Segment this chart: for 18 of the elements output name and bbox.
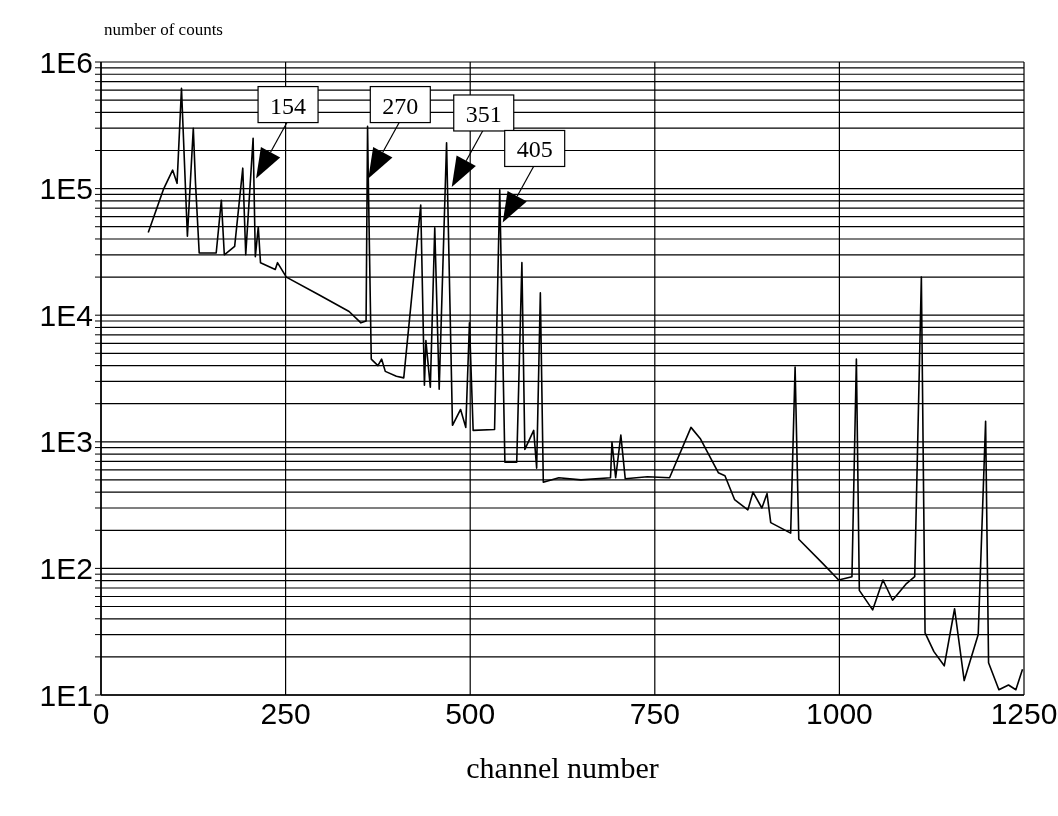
x-tick-label: 750 — [629, 697, 680, 731]
annotation: 154 — [270, 92, 307, 119]
annotation: 351 — [465, 100, 502, 127]
y-tick-label: 1E5 — [39, 172, 93, 206]
annotation: 270 — [382, 92, 419, 119]
y-tick-label: 1E2 — [39, 552, 93, 586]
y-tick-label: 1E4 — [39, 298, 93, 332]
annotation: 405 — [516, 136, 553, 163]
x-tick-label: 250 — [260, 697, 311, 731]
y-tick-label: 1E6 — [39, 45, 93, 79]
x-tick-label: 1250 — [990, 697, 1058, 731]
y-tick-label: 1E3 — [39, 425, 93, 459]
x-axis-title: channel number — [466, 751, 659, 784]
y-tick-label: 1E1 — [39, 678, 93, 712]
y-axis-title: number of counts — [104, 20, 223, 40]
x-tick-label: 1000 — [806, 697, 873, 731]
x-tick-label: 500 — [445, 697, 496, 731]
x-tick-label: 0 — [92, 697, 110, 731]
